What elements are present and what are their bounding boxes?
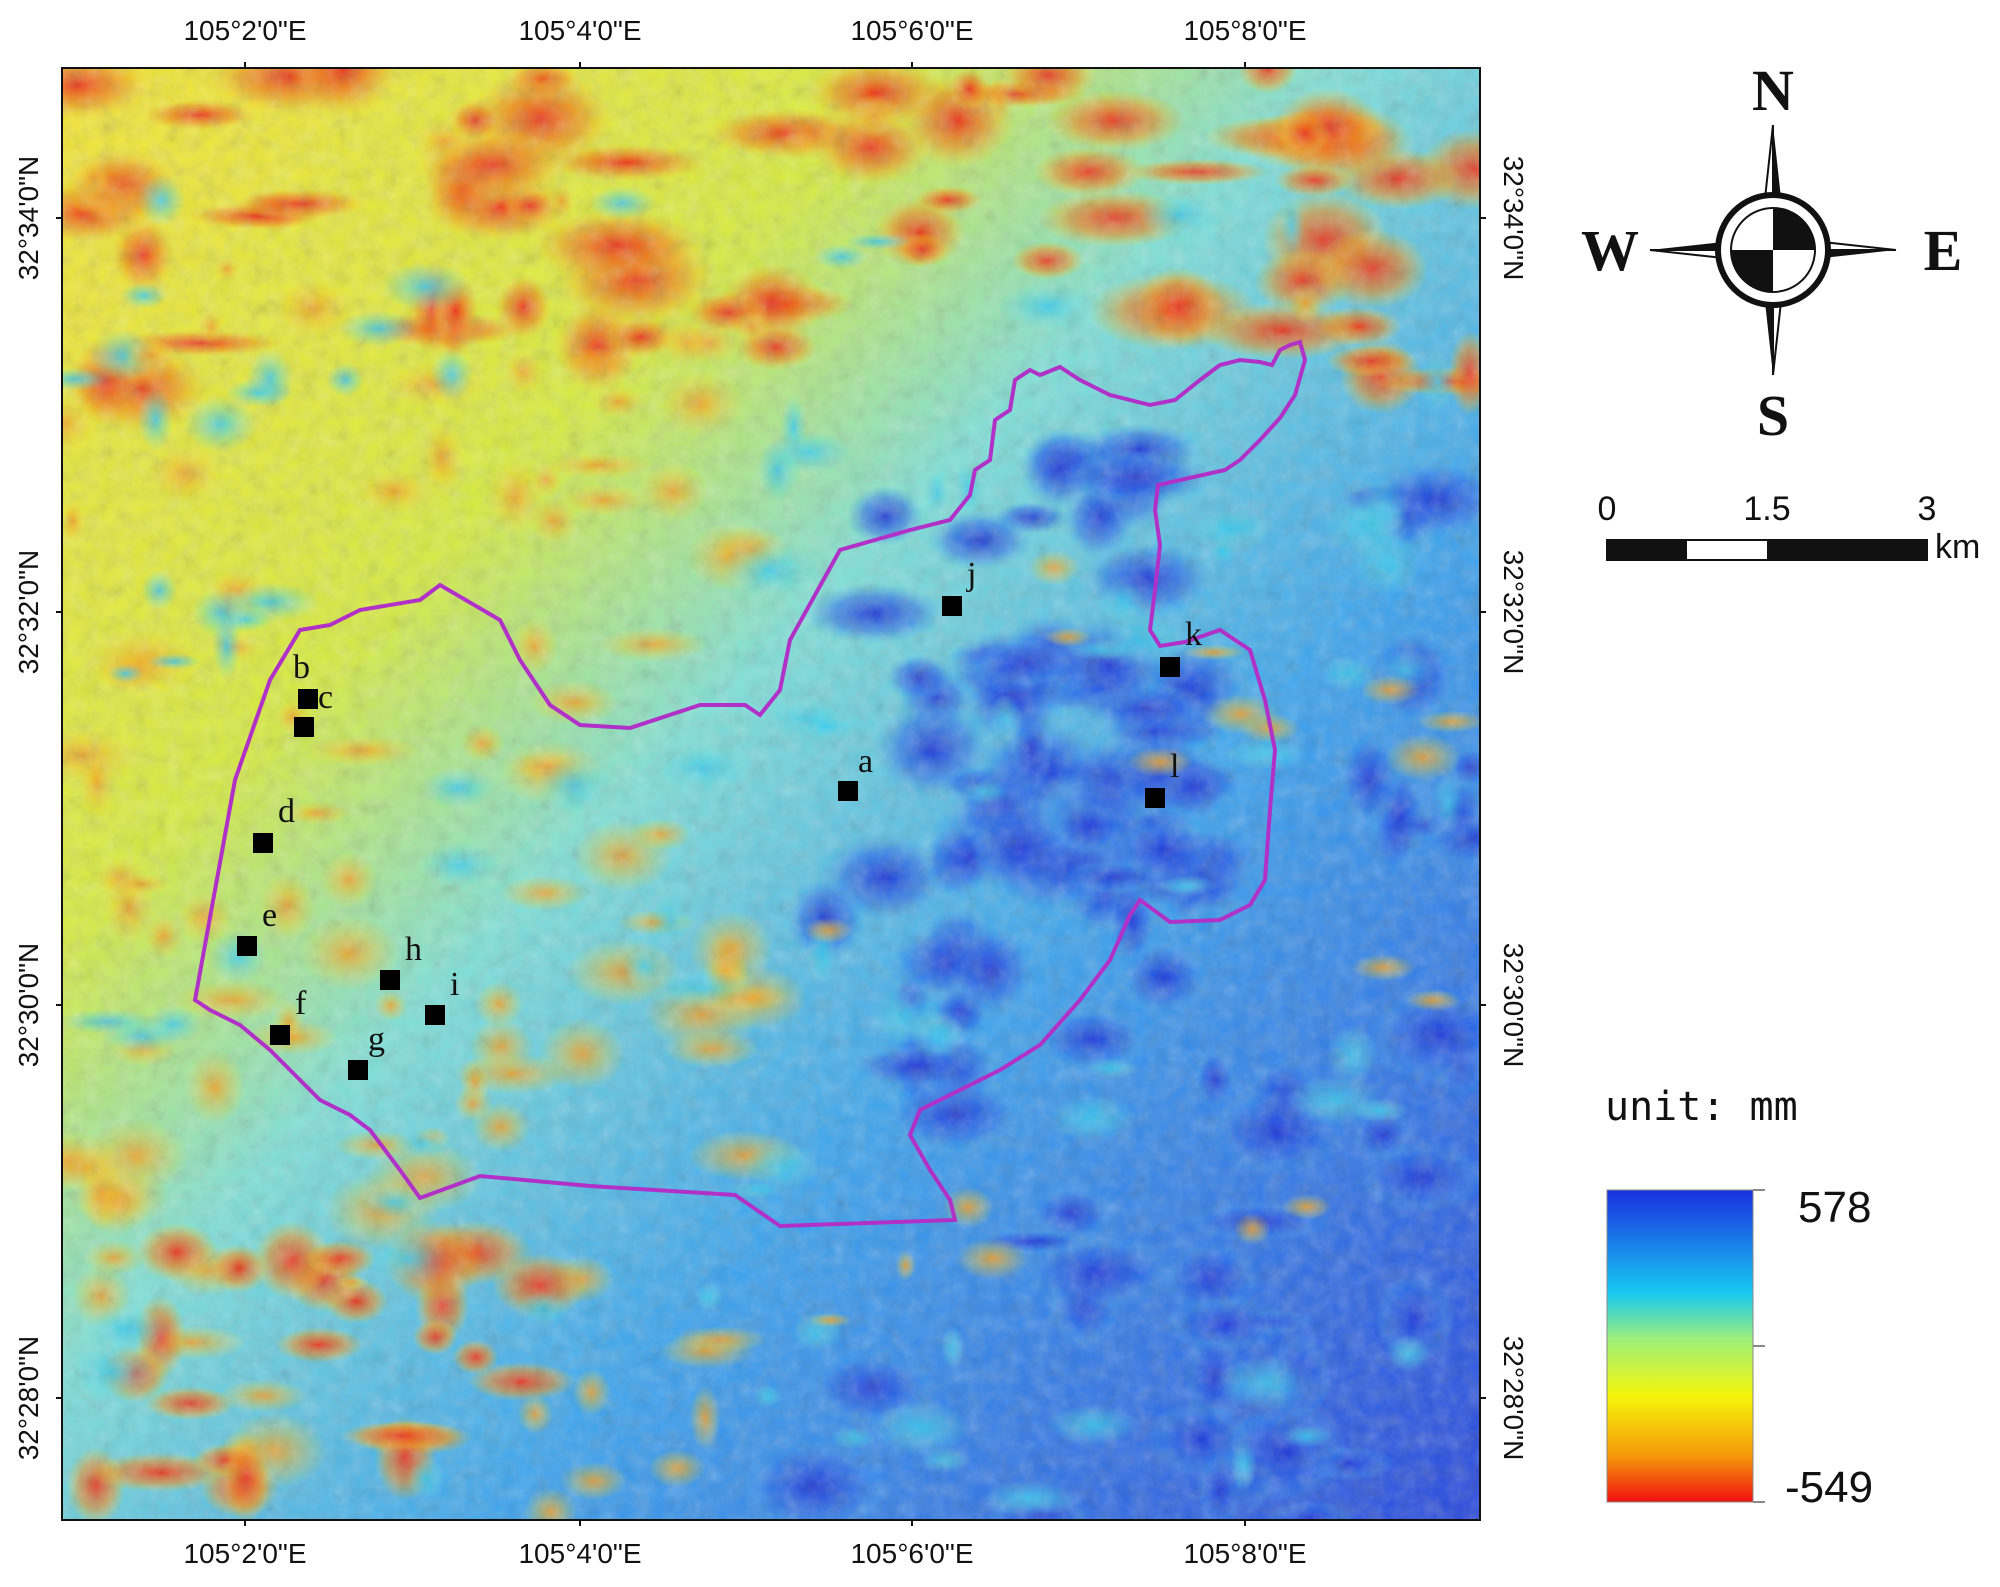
sample-point-label-j: j <box>966 556 976 593</box>
compass-north: N <box>1752 58 1794 123</box>
sample-point-label-l: l <box>1170 748 1179 785</box>
deformation-raster <box>62 68 1480 1520</box>
left-lat-label: 32°32'0"N <box>13 550 44 675</box>
left-lat-label: 32°28'0"N <box>13 1336 44 1461</box>
right-lat-label: 32°34'0"N <box>1498 156 1529 281</box>
legend-max: 578 <box>1798 1183 1871 1232</box>
sample-points: a bc d e f g hi j k l <box>237 556 1202 1080</box>
left-lat-label: 32°34'0"N <box>13 156 44 281</box>
scale-tick-2: 3 <box>1918 490 1937 528</box>
bottom-lon-label: 105°6'0"E <box>850 1538 973 1569</box>
sample-point-marker-i <box>425 1005 445 1025</box>
map-frame <box>61 67 1481 1521</box>
sample-point-marker-h <box>380 970 400 990</box>
sample-point-label-a: a <box>858 743 873 780</box>
sample-point-marker-l <box>1145 788 1165 808</box>
sample-point-label-d: d <box>278 793 295 830</box>
compass-west: W <box>1581 218 1639 283</box>
coordinate-labels: 105°2'0"E 105°4'0"E 105°6'0"E 105°8'0"E … <box>13 15 1529 1569</box>
sample-point-label-f: f <box>295 985 307 1022</box>
color-legend: unit: mm 578 -549 <box>1605 1084 1873 1512</box>
sample-point-marker-j <box>942 596 962 616</box>
sample-point-marker-g <box>348 1060 368 1080</box>
top-lon-label: 105°4'0"E <box>518 15 641 46</box>
sample-point-marker-d <box>253 833 273 853</box>
compass-east: E <box>1924 218 1963 283</box>
sample-point-label-e: e <box>262 897 277 934</box>
bottom-lon-label: 105°2'0"E <box>183 1538 306 1569</box>
sample-point-marker-k <box>1160 657 1180 677</box>
sample-point-label-k: k <box>1185 616 1202 653</box>
right-lat-label: 32°30'0"N <box>1498 943 1529 1068</box>
sample-point-label-c: c <box>318 679 333 716</box>
legend-min: -549 <box>1785 1463 1873 1512</box>
bottom-lon-label: 105°4'0"E <box>518 1538 641 1569</box>
sample-point-label-h: h <box>405 931 422 968</box>
right-lat-label: 32°32'0"N <box>1498 550 1529 675</box>
sample-point-label-g: g <box>368 1021 385 1058</box>
bottom-lon-label: 105°8'0"E <box>1183 1538 1306 1569</box>
study-area-boundary <box>192 339 1308 1229</box>
north-arrow-compass: N S W E <box>1581 58 1962 448</box>
sample-point-marker-a <box>838 781 858 801</box>
left-lat-label: 32°30'0"N <box>13 943 44 1068</box>
sample-point-marker-f <box>270 1025 290 1045</box>
legend-title: unit: mm <box>1605 1084 1798 1130</box>
scale-unit: km <box>1935 528 1980 566</box>
sample-point-marker-b <box>298 689 318 709</box>
top-lon-label: 105°8'0"E <box>1183 15 1306 46</box>
compass-south: S <box>1757 383 1789 448</box>
right-lat-label: 32°28'0"N <box>1498 1336 1529 1461</box>
sample-point-label-b: b <box>293 649 310 686</box>
legend-colorbar <box>1606 1189 1754 1503</box>
top-lon-label: 105°6'0"E <box>850 15 973 46</box>
sample-point-marker-c <box>294 717 314 737</box>
scale-tick-1: 1.5 <box>1743 490 1790 528</box>
top-lon-label: 105°2'0"E <box>183 15 306 46</box>
scale-tick-0: 0 <box>1598 490 1617 528</box>
sample-point-marker-e <box>237 936 257 956</box>
scale-bar: 0 1.5 3 km <box>1598 490 1981 566</box>
sample-point-label-i: i <box>450 966 459 1003</box>
